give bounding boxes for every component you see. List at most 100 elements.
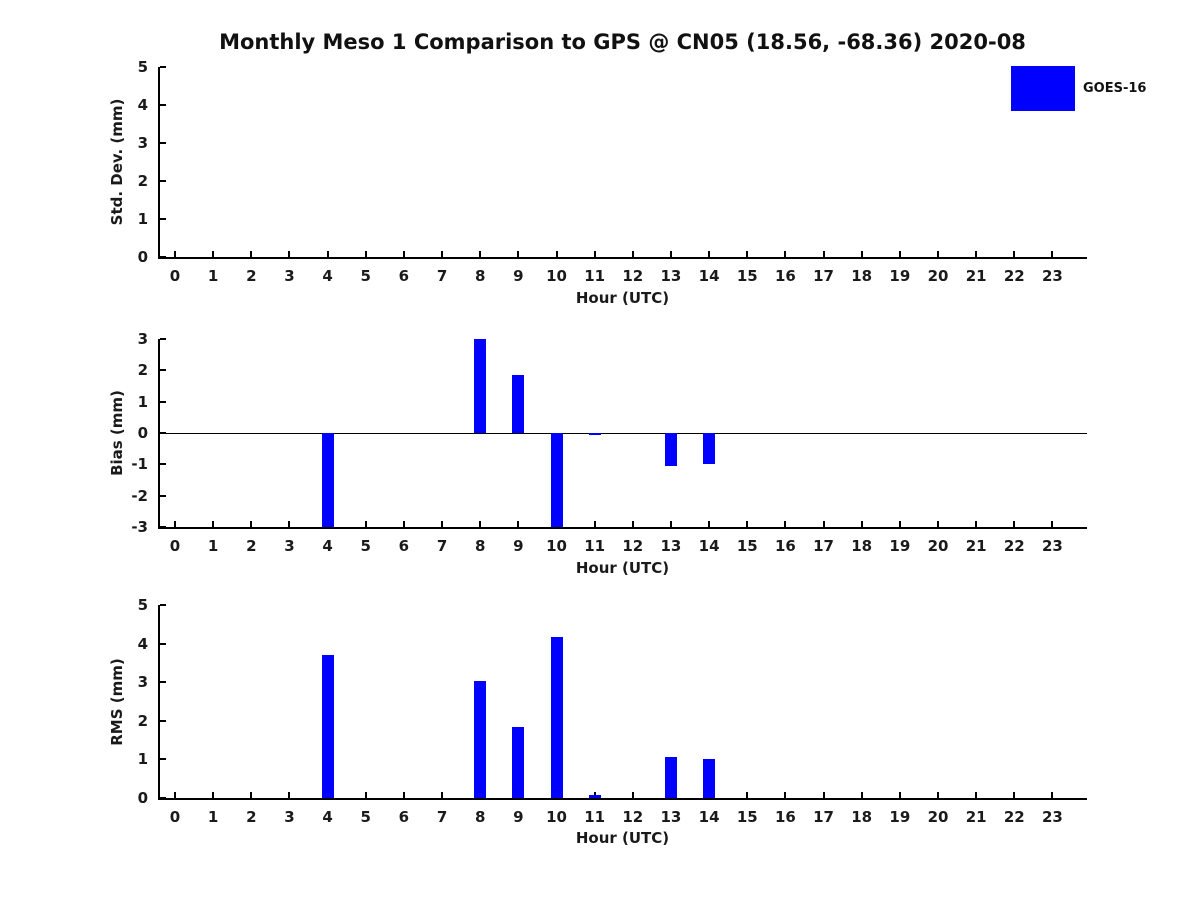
- x-tick-label: 0: [169, 537, 181, 555]
- x-tick: [250, 521, 253, 527]
- x-tick-label: 13: [660, 267, 682, 285]
- x-tick: [1013, 792, 1016, 798]
- x-tick-label: 1: [207, 537, 219, 555]
- x-tick-label: 12: [622, 537, 644, 555]
- y-tick: [160, 256, 166, 258]
- bar-hour-14: [703, 759, 716, 798]
- y-tick: [160, 758, 166, 761]
- y-tick: [160, 432, 166, 434]
- x-tick-label: 8: [474, 267, 486, 285]
- y-tick-label: 3: [137, 134, 148, 152]
- x-tick-label: 6: [398, 537, 410, 555]
- x-tick-label: 9: [513, 808, 524, 826]
- x-tick-label: 9: [513, 537, 524, 555]
- y-tick: [160, 494, 166, 497]
- bar-hour-4: [321, 655, 334, 798]
- x-tick-label: 15: [736, 808, 758, 826]
- x-tick: [441, 521, 444, 527]
- y-tick-label: 3: [137, 330, 148, 348]
- x-tick: [822, 521, 825, 527]
- x-tick: [326, 251, 329, 257]
- y-tick: [160, 180, 166, 182]
- x-tick: [593, 521, 596, 527]
- x-tick-label: 0: [169, 808, 181, 826]
- x-tick-label: 19: [889, 537, 911, 555]
- x-tick-label: 23: [1042, 537, 1063, 555]
- x-tick-label: 17: [813, 537, 834, 555]
- x-tick-label: 21: [965, 537, 987, 555]
- x-tick: [631, 792, 634, 798]
- x-tick-label: 16: [774, 537, 796, 555]
- x-tick: [784, 792, 787, 798]
- x-tick: [479, 521, 482, 527]
- x-tick: [441, 251, 444, 257]
- x-tick-label: 21: [965, 267, 987, 285]
- x-tick: [669, 251, 672, 257]
- x-tick-label: 12: [622, 267, 644, 285]
- x-tick: [898, 251, 901, 257]
- y-tick: [160, 681, 166, 684]
- y-tick-label: 2: [137, 711, 148, 730]
- y-tick-label: 5: [137, 58, 148, 76]
- x-tick: [631, 251, 634, 257]
- y-tick-label: 1: [137, 392, 148, 411]
- y-tick-label: -1: [131, 455, 148, 474]
- x-tick-label: 23: [1042, 808, 1063, 826]
- x-tick: [822, 251, 825, 257]
- y-axis-label: Bias (mm): [108, 390, 126, 476]
- x-tick: [517, 521, 520, 527]
- x-tick: [975, 792, 978, 798]
- x-tick-label: 18: [851, 537, 873, 555]
- x-tick-label: 19: [889, 808, 911, 826]
- x-tick: [669, 521, 672, 527]
- x-tick-label: 5: [360, 267, 371, 285]
- x-tick-label: 21: [965, 808, 987, 826]
- y-tick-label: 1: [137, 750, 148, 769]
- x-tick-label: 17: [813, 808, 834, 826]
- x-tick: [555, 251, 558, 257]
- x-tick: [441, 792, 444, 798]
- y-axis-label: Std. Dev. (mm): [108, 98, 126, 226]
- x-tick-label: 3: [284, 267, 295, 285]
- x-tick-label: 14: [698, 267, 720, 285]
- x-tick: [174, 251, 176, 257]
- y-tick-label: -3: [131, 518, 148, 536]
- y-axis-spine: [158, 67, 160, 259]
- x-tick-label: 16: [774, 808, 796, 826]
- x-tick-label: 7: [436, 808, 448, 826]
- x-tick: [746, 521, 749, 527]
- x-tick-label: 8: [474, 537, 486, 555]
- y-tick: [160, 400, 166, 403]
- x-tick-label: 19: [889, 267, 911, 285]
- x-tick-label: 0: [169, 267, 181, 285]
- x-tick-label: 18: [851, 808, 873, 826]
- x-tick: [1051, 251, 1054, 257]
- x-tick-label: 20: [927, 267, 949, 285]
- x-tick: [746, 251, 749, 257]
- y-tick-label: -2: [131, 486, 148, 505]
- x-tick-label: 22: [1003, 267, 1025, 285]
- bar-hour-13: [664, 433, 677, 466]
- x-tick-label: 10: [546, 267, 567, 285]
- x-tick-label: 11: [584, 267, 606, 285]
- x-tick-label: 13: [660, 537, 682, 555]
- subplot-bias: -3 -2 -1 0 1 2 3 0 1 2 3 4 5 6 7 8 9 10 11 12 13 14 15 16 17 18 19…: [108, 330, 1200, 900]
- y-tick: [160, 642, 166, 645]
- y-tick: [160, 526, 166, 528]
- x-tick-label: 2: [246, 267, 257, 285]
- x-tick: [975, 251, 978, 257]
- x-tick: [402, 251, 405, 257]
- x-tick: [1013, 251, 1016, 257]
- x-tick: [860, 521, 863, 527]
- x-tick: [402, 521, 405, 527]
- bar-hour-8: [474, 681, 487, 798]
- x-tick: [402, 792, 405, 798]
- x-tick-label: 15: [736, 537, 758, 555]
- y-axis-label: RMS (mm): [108, 657, 126, 746]
- x-tick: [708, 251, 711, 257]
- y-tick: [160, 369, 166, 372]
- bar-hour-14: [703, 433, 716, 465]
- x-axis-spine: [158, 257, 1087, 259]
- x-tick: [364, 521, 367, 527]
- x-tick: [937, 792, 939, 798]
